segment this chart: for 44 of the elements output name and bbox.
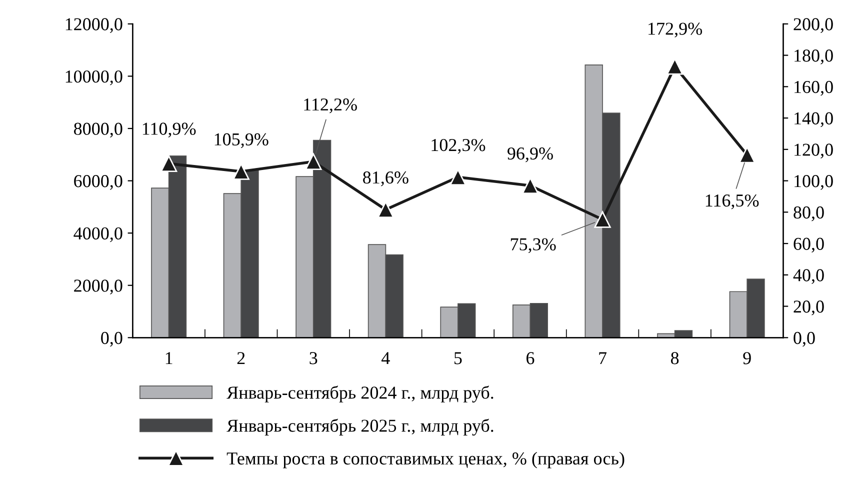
- point: [160, 155, 178, 172]
- y2-tick-label: 200,0: [794, 18, 833, 33]
- y2-tick-label: 160,0: [794, 80, 833, 96]
- data-label: 112,2%: [304, 98, 357, 114]
- x-tick-label: 2: [237, 352, 245, 364]
- data-label: 102,3%: [432, 138, 486, 154]
- point: [738, 146, 756, 164]
- data-label: 110,9%: [142, 122, 196, 138]
- x-tick-label: 7: [599, 352, 607, 364]
- legend-label: Темпы роста в сопоставимых ценах, % (правая ось): [226, 452, 624, 468]
- data-label: 75,3%: [510, 238, 556, 254]
- y2-tick-label: 80,0: [794, 206, 824, 222]
- point: [666, 58, 684, 75]
- x-tick-label: 4: [382, 352, 390, 364]
- y-tick-label: 6000,0: [74, 175, 122, 190]
- y-tick-label: 10000,0: [66, 70, 122, 86]
- data-label: 105,9%: [214, 133, 268, 148]
- x-tick-label: 9: [743, 352, 751, 364]
- data-label: 81,6%: [363, 171, 408, 186]
- y2-tick-label: 0,0: [794, 332, 815, 347]
- y2-tick-label: 20,0: [794, 300, 824, 316]
- y2-tick-label: 40,0: [793, 269, 824, 284]
- x-tick-label: 3: [310, 352, 318, 364]
- y2-tick-label: 140,0: [794, 112, 833, 128]
- y2-tick-label: 120,0: [794, 144, 833, 158]
- y-tick-label: 8000,0: [74, 122, 122, 138]
- x-tick-label: 6: [526, 352, 534, 364]
- data-label: 96,9%: [508, 147, 553, 162]
- point: [594, 211, 611, 228]
- point: [305, 153, 322, 170]
- x-tick-label: 1: [166, 352, 172, 364]
- legend-label: Январь-сентябрь 2025 г., млрд руб.: [226, 418, 494, 436]
- data-label: 116,5%: [706, 194, 759, 210]
- y-tick-label: 4000,0: [74, 227, 122, 242]
- legend-label: Январь-сентябрь 2024 г., млрд руб.: [226, 386, 494, 402]
- data-label: 172,9%: [648, 22, 702, 38]
- y-tick-label: 2000,0: [74, 280, 122, 294]
- x-tick-label: 8: [670, 352, 679, 364]
- y-tick-label: 12000,0: [66, 18, 122, 33]
- x-tick-label: 5: [454, 352, 462, 364]
- y-tick-label: 0,0: [101, 332, 122, 347]
- y2-tick-label: 180,0: [794, 50, 833, 64]
- y2-tick-label: 100,0: [794, 175, 833, 190]
- y2-tick-label: 60,0: [794, 238, 824, 253]
